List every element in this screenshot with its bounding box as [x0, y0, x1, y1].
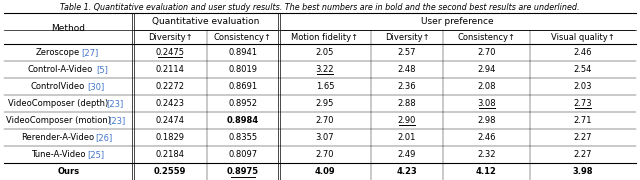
Text: 0.8019: 0.8019	[228, 65, 257, 74]
Text: 0.8355: 0.8355	[228, 133, 257, 142]
Text: Diversity↑: Diversity↑	[148, 33, 192, 42]
Text: 0.2114: 0.2114	[156, 65, 184, 74]
Text: 2.57: 2.57	[397, 48, 416, 57]
Text: Method: Method	[51, 24, 86, 33]
Text: 0.8984: 0.8984	[227, 116, 259, 125]
Text: 1.65: 1.65	[316, 82, 334, 91]
Text: 2.03: 2.03	[573, 82, 592, 91]
Text: 2.46: 2.46	[573, 48, 592, 57]
Text: 2.01: 2.01	[398, 133, 416, 142]
Text: 2.46: 2.46	[477, 133, 496, 142]
Text: 2.98: 2.98	[477, 116, 496, 125]
Text: [30]: [30]	[87, 82, 104, 91]
Text: [26]: [26]	[95, 133, 113, 142]
Text: [5]: [5]	[96, 65, 108, 74]
Text: Table 1. Quantitative evaluation and user study results. The best numbers are in: Table 1. Quantitative evaluation and use…	[60, 3, 580, 12]
Text: 2.08: 2.08	[477, 82, 496, 91]
Text: 0.2475: 0.2475	[156, 48, 184, 57]
Text: 0.2184: 0.2184	[156, 150, 184, 159]
Text: 3.08: 3.08	[477, 99, 496, 108]
Text: 4.23: 4.23	[397, 168, 417, 177]
Text: 2.05: 2.05	[316, 48, 334, 57]
Text: 0.2474: 0.2474	[156, 116, 184, 125]
Text: [27]: [27]	[81, 48, 98, 57]
Text: 4.09: 4.09	[315, 168, 335, 177]
Text: 2.71: 2.71	[573, 116, 592, 125]
Text: 2.54: 2.54	[574, 65, 592, 74]
Text: 0.8097: 0.8097	[228, 150, 257, 159]
Text: 0.8941: 0.8941	[228, 48, 257, 57]
Text: 0.8952: 0.8952	[228, 99, 257, 108]
Text: 3.07: 3.07	[316, 133, 334, 142]
Text: VideoComposer (motion): VideoComposer (motion)	[6, 116, 111, 125]
Text: ControlVideo: ControlVideo	[31, 82, 85, 91]
Text: [23]: [23]	[106, 99, 124, 108]
Text: Ours: Ours	[58, 168, 79, 177]
Text: 2.36: 2.36	[397, 82, 416, 91]
Text: 2.70: 2.70	[316, 116, 334, 125]
Text: 3.22: 3.22	[316, 65, 334, 74]
Text: Consistency↑: Consistency↑	[458, 33, 515, 42]
Text: 2.70: 2.70	[316, 150, 334, 159]
Text: [23]: [23]	[108, 116, 125, 125]
Text: Motion fidelity↑: Motion fidelity↑	[291, 33, 358, 42]
Text: 2.48: 2.48	[397, 65, 416, 74]
Text: 0.2272: 0.2272	[156, 82, 184, 91]
Text: 0.2423: 0.2423	[156, 99, 184, 108]
Text: [25]: [25]	[87, 150, 104, 159]
Text: Control-A-Video: Control-A-Video	[28, 65, 93, 74]
Text: VideoComposer (depth): VideoComposer (depth)	[8, 99, 108, 108]
Text: Rerender-A-Video: Rerender-A-Video	[21, 133, 95, 142]
Text: 0.8691: 0.8691	[228, 82, 257, 91]
Text: 0.2559: 0.2559	[154, 168, 186, 177]
Text: 2.70: 2.70	[477, 48, 496, 57]
Text: Tune-A-Video: Tune-A-Video	[31, 150, 85, 159]
Text: 2.27: 2.27	[573, 150, 592, 159]
Text: Quantitative evaluation: Quantitative evaluation	[152, 17, 260, 26]
Text: 0.8975: 0.8975	[227, 168, 259, 177]
Text: Zeroscope: Zeroscope	[36, 48, 80, 57]
Text: 2.32: 2.32	[477, 150, 496, 159]
Text: 2.73: 2.73	[573, 99, 592, 108]
Text: 2.49: 2.49	[398, 150, 416, 159]
Text: 3.98: 3.98	[573, 168, 593, 177]
Text: 2.90: 2.90	[398, 116, 416, 125]
Text: Diversity↑: Diversity↑	[385, 33, 429, 42]
Text: Visual quality↑: Visual quality↑	[551, 33, 615, 42]
Text: 4.12: 4.12	[476, 168, 497, 177]
Text: 2.94: 2.94	[477, 65, 496, 74]
Text: 2.27: 2.27	[573, 133, 592, 142]
Text: User preference: User preference	[421, 17, 494, 26]
Text: 0.1829: 0.1829	[156, 133, 184, 142]
Text: 2.95: 2.95	[316, 99, 334, 108]
Text: 2.88: 2.88	[397, 99, 416, 108]
Text: Consistency↑: Consistency↑	[214, 33, 272, 42]
